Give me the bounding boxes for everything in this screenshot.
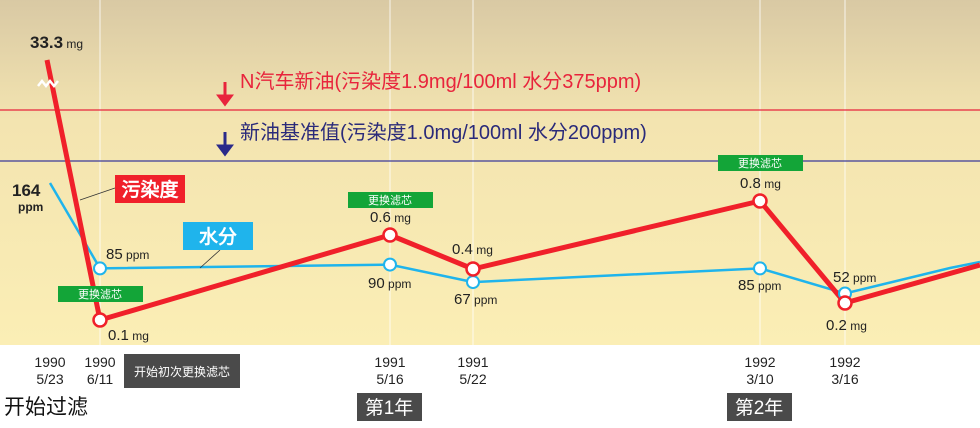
unit: mg [761,177,781,191]
start-filtering-label: 开始过滤 [4,396,88,419]
legend-label-pollution: 污染度 [121,178,179,201]
water-value-label: 85 ppm [738,277,781,294]
value: 33.3 [30,33,63,52]
water-value-label: 164 ppm [12,181,43,214]
pollution-point [92,312,108,328]
axis-break-icon [37,78,59,89]
x-tick-date: 5/16 [376,371,403,387]
pollution-point [837,295,853,311]
legend-box-pollution [115,175,185,203]
unit: mg [129,329,149,343]
unit: ppm [385,277,412,291]
value: 85 [738,277,755,294]
pollution-value-label: 0.4 mg [452,241,493,258]
reference-label-n-oil: N汽车新油(污染度1.9mg/100ml 水分375ppm) [240,70,641,93]
x-tick-date: 3/16 [831,371,858,387]
x-tick-date: 5/23 [36,371,63,387]
unit: mg [473,243,493,257]
value: 67 [454,291,471,308]
x-tick-date: 3/10 [746,371,773,387]
water-value-label: 52 ppm [833,269,876,286]
pollution-value-label: 0.8 mg [740,175,781,192]
filter-change-tag [58,286,143,302]
x-tick-year: 1990 [34,354,65,370]
year1-badge [357,393,422,421]
filter-change-tag-label: 更换滤芯 [738,156,782,170]
year1-label: 第1年 [365,397,414,419]
x-tick-date: 5/22 [459,371,486,387]
legend-leader-pollution [79,187,116,201]
arrow-down-icon [216,132,234,157]
value: 0.6 [370,209,391,226]
water-series-line [48,182,980,295]
unit: ppm [755,279,782,293]
x-tick-year: 1991 [457,354,488,370]
unit: mg [391,211,411,225]
plot-background [0,0,980,345]
reference-label-new-oil-standard: 新油基准值(污染度1.0mg/100ml 水分200ppm) [240,121,647,144]
first-filter-change-label: 开始初次更换滤芯 [134,365,230,379]
unit: ppm [471,293,498,307]
legend-label-water: 水分 [199,226,237,248]
value: 90 [368,275,385,292]
value: 0.4 [452,241,473,258]
pollution-value-label: 0.6 mg [370,209,411,226]
water-point [466,275,480,290]
legend-leader-water [199,249,221,269]
unit: mg [63,37,83,51]
unit: ppm [18,200,43,214]
water-value-label: 67 ppm [454,291,497,308]
year2-label: 第2年 [735,397,784,419]
value: 164 [12,181,41,200]
water-point [383,257,397,272]
value: 85 [106,246,123,263]
pollution-point [465,261,481,277]
arrow-down-icon [216,82,234,107]
x-tick-year: 1992 [829,354,860,370]
pollution-point [752,193,768,209]
x-tick-date: 6/11 [87,371,113,387]
value: 0.1 [108,327,129,344]
filter-change-tag-label: 更换滤芯 [78,287,122,301]
filter-change-tag [718,155,803,171]
filter-change-tag [348,192,433,208]
value: 52 [833,269,850,286]
x-tick-year: 1991 [374,354,405,370]
value: 0.2 [826,317,847,334]
pollution-point [382,227,398,243]
unit: ppm [850,271,877,285]
filter-change-tag-label: 更换滤芯 [368,193,412,207]
unit: ppm [123,248,150,262]
pollution-value-label: 0.2 mg [826,317,867,334]
value: 0.8 [740,175,761,192]
x-tick-year: 1992 [744,354,775,370]
water-point [93,261,107,276]
legend-box-water [183,222,253,250]
water-value-label: 90 ppm [368,275,411,292]
x-tick-year: 1990 [84,354,115,370]
year2-badge [727,393,792,421]
pollution-value-label: 0.1 mg [108,327,149,344]
unit: mg [847,319,867,333]
pollution-value-label: 33.3 mg [30,33,83,52]
first-filter-change-badge [124,354,240,388]
water-point [753,261,767,276]
water-value-label: 85 ppm [106,246,149,263]
